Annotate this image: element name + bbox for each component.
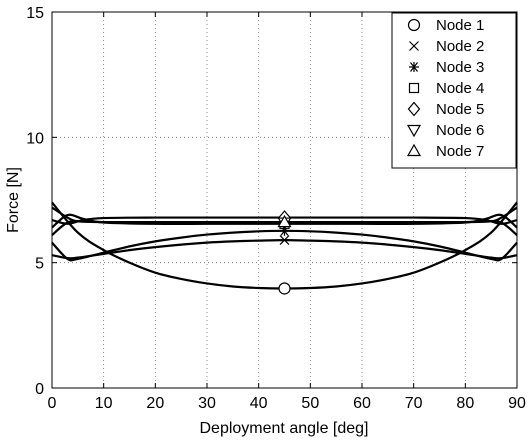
x-marker-stroke	[409, 41, 419, 51]
data-point-node-7	[277, 214, 292, 228]
triangle-up-marker	[277, 214, 292, 228]
plot-frame	[51, 11, 518, 389]
y-tick-label: 15	[26, 5, 44, 22]
legend-label-node-7: Node 7	[436, 143, 484, 160]
legend-label-node-5: Node 5	[436, 101, 484, 118]
legend-label-node-6: Node 6	[436, 122, 484, 139]
legend-marker-node-4	[408, 82, 420, 94]
legend-marker-node-7	[406, 143, 422, 157]
legend-marker-node-6	[406, 124, 422, 138]
legend-marker-node-1	[407, 18, 421, 32]
data-point-node-2	[279, 235, 290, 246]
legend-label-node-3: Node 3	[436, 59, 484, 76]
x-tick-label: 60	[353, 395, 371, 412]
y-tick-label: 10	[26, 130, 44, 147]
legend-marker-node-5	[407, 101, 421, 117]
y-axis-label: Force [N]	[5, 167, 22, 233]
tick-labels: 0 10 20 30 40 50 60 70 80 90 0 5 10 15	[26, 5, 526, 412]
x-tick-label: 90	[508, 395, 526, 412]
x-axis-label: Deployment angle [deg]	[200, 420, 369, 437]
triangle-down-marker	[406, 124, 422, 138]
circle-marker	[278, 282, 291, 295]
legend-marker-node-2	[409, 41, 419, 51]
x-tick-label: 80	[456, 395, 474, 412]
legend-label-node-2: Node 2	[436, 38, 484, 55]
x-tick-label: 30	[198, 395, 216, 412]
x-tick-label: 20	[146, 395, 164, 412]
legend-label-node-1: Node 1	[436, 17, 484, 34]
x-tick-label: 10	[95, 395, 113, 412]
circle-marker	[407, 18, 421, 32]
triangle-up-marker	[406, 143, 422, 157]
x-tick-label: 40	[250, 395, 268, 412]
grid	[52, 12, 517, 388]
x-tick-label: 0	[48, 395, 57, 412]
x-tick-label: 50	[301, 395, 319, 412]
x-marker-stroke	[279, 235, 290, 246]
legend: Node 1 Node 2 Node 3 Node 4 Node 5 Node 6 Node…	[391, 12, 517, 169]
diamond-marker	[407, 101, 421, 117]
legend-marker-node-3	[409, 62, 419, 72]
y-tick-label: 0	[35, 381, 44, 398]
square-marker	[408, 82, 420, 94]
y-tick-label: 5	[35, 256, 44, 273]
x-tick-label: 70	[405, 395, 423, 412]
data-markers	[277, 210, 292, 295]
legend-label-node-4: Node 4	[436, 80, 484, 97]
data-point-node-1	[278, 282, 291, 295]
